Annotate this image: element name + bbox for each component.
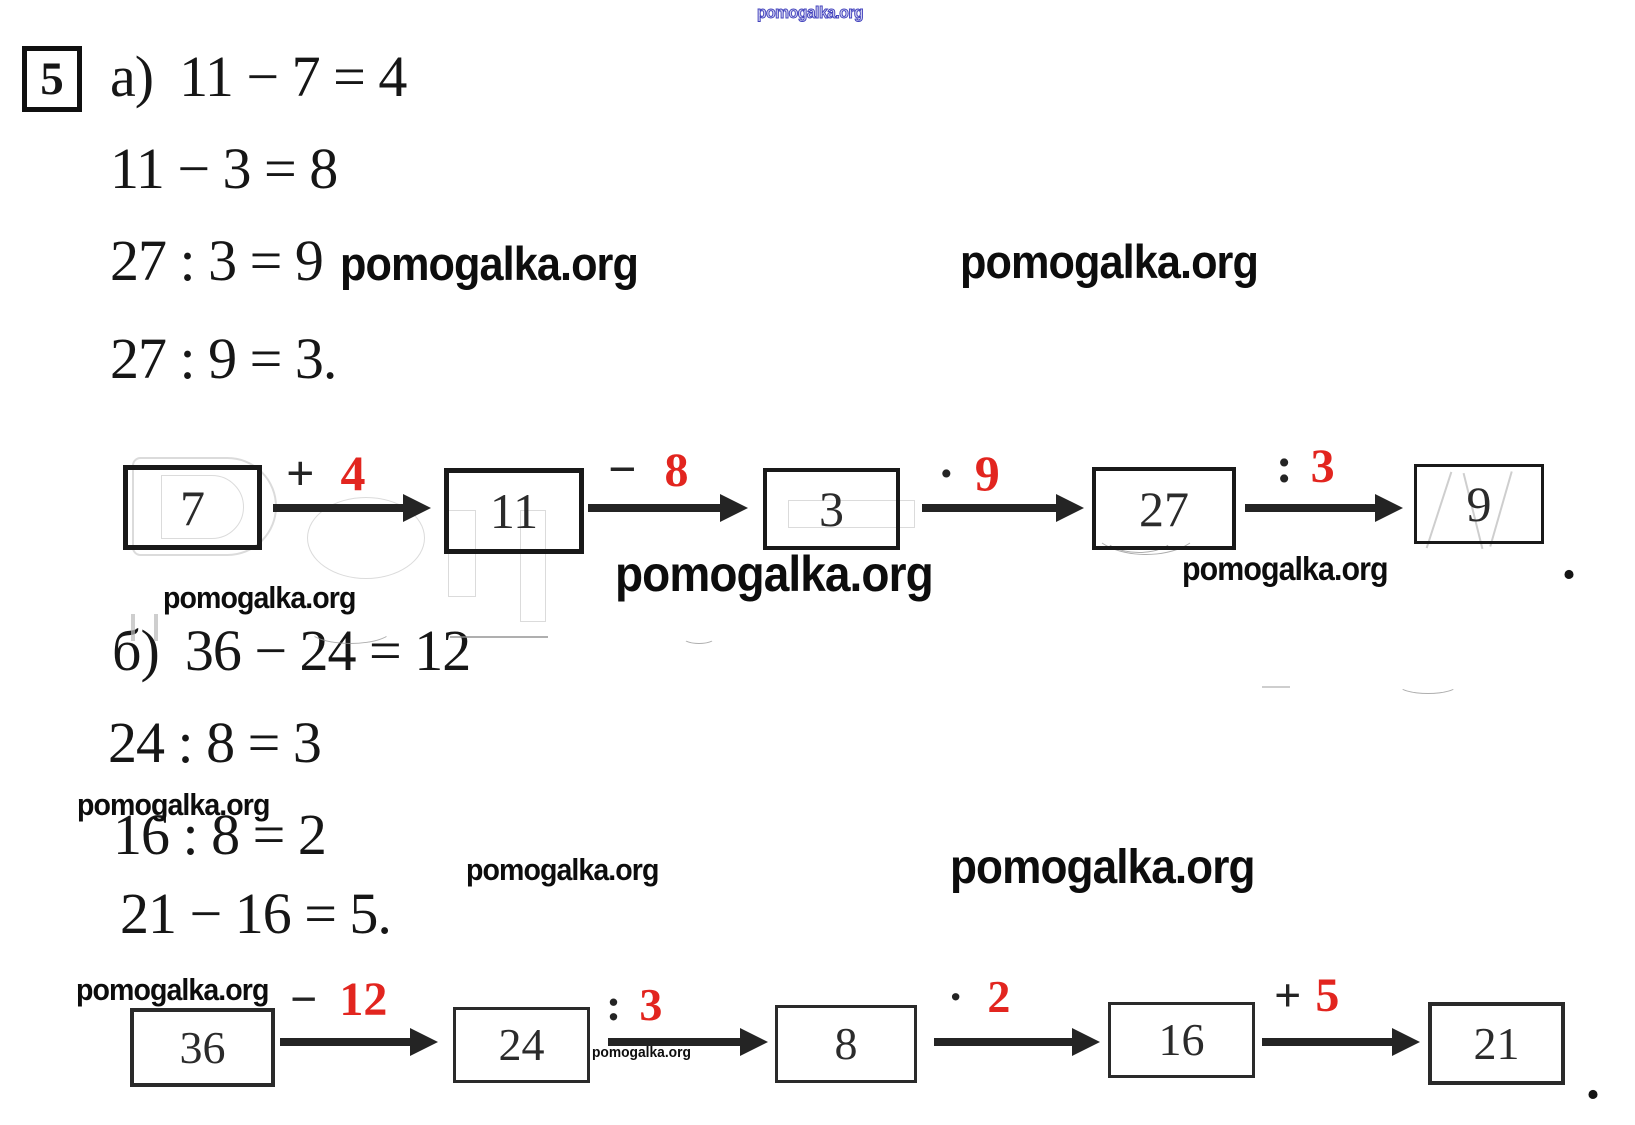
operation-symbol: − <box>290 973 318 1026</box>
equation-body: 27 : 9 = 3. <box>110 326 337 391</box>
operation-symbol: − <box>608 441 637 497</box>
operation-operand: 5 <box>1315 969 1340 1022</box>
scan-artifact <box>1102 515 1176 553</box>
chain-box: 36 <box>130 1008 275 1087</box>
equation-body: 27 : 3 = 9 <box>110 228 324 293</box>
operation-operand: 4 <box>340 445 366 501</box>
chain-box-value: 27 <box>1139 480 1189 537</box>
scan-artifact <box>307 612 394 644</box>
chain-box-value: 21 <box>1473 1017 1520 1069</box>
arrow-icon <box>934 1028 1100 1056</box>
scan-artifact <box>788 500 915 528</box>
chain-operation: : 3 <box>606 982 662 1028</box>
watermark-mid-center: pomogalka.org <box>615 546 934 602</box>
arrow-icon <box>608 1028 768 1056</box>
chain-operation: − 8 <box>608 444 689 495</box>
scan-artifact <box>307 497 425 579</box>
watermark-b-left: pomogalka.org <box>77 787 270 822</box>
chain-box: 21 <box>1428 1002 1565 1085</box>
chain-box: 11 <box>444 468 584 554</box>
watermark-top: pomogalka.org <box>757 3 865 23</box>
equation-prefix: б) <box>112 618 160 683</box>
chain-operation: + 4 <box>286 448 366 498</box>
scan-artifact <box>161 475 244 539</box>
chain-box-value: 7 <box>180 479 205 536</box>
chain-operation: : 3 <box>1276 440 1335 491</box>
scan-artifact <box>683 632 715 644</box>
operation-operand: 9 <box>974 445 1000 501</box>
equation-prefix: а) <box>110 44 154 109</box>
arrow-icon <box>588 494 748 522</box>
equation-a-1: а) 11 − 7 = 4 <box>110 44 407 109</box>
equation-body: 21 − 16 = 5. <box>120 881 392 946</box>
operation-symbol: · <box>948 971 964 1022</box>
chain-box-value: 9 <box>1466 476 1492 532</box>
operation-operand: 2 <box>987 971 1011 1022</box>
chain-box-value: 3 <box>819 481 844 537</box>
equation-a-4: 27 : 9 = 3. <box>110 326 337 391</box>
scan-artifact <box>520 510 546 622</box>
watermark-mid-right: pomogalka.org <box>1182 550 1389 587</box>
operation-symbol: : <box>606 979 622 1030</box>
arrow-icon <box>922 494 1084 522</box>
scan-artifact <box>1090 495 1202 555</box>
operation-symbol: : <box>1276 437 1293 493</box>
chain-box: 16 <box>1108 1002 1255 1078</box>
chain-box: 7 <box>123 465 262 550</box>
arrow-icon <box>273 494 431 522</box>
chain-a-terminator: . <box>1562 529 1576 591</box>
operation-symbol: · <box>938 445 955 501</box>
problem-number-badge: 5 <box>22 46 82 112</box>
chain-operation: + 5 <box>1274 972 1339 1020</box>
chain-operation: − 12 <box>290 976 387 1024</box>
chain-operation: · 9 <box>938 448 1000 498</box>
operation-operand: 8 <box>664 444 689 497</box>
equation-body: 16 : 8 = 2 <box>113 802 327 867</box>
equation-body: 11 − 7 = 4 <box>179 44 407 109</box>
watermark-mid-left: pomogalka.org <box>163 580 356 615</box>
equation-body: 11 − 3 = 8 <box>110 136 338 201</box>
chain-box: 3 <box>763 468 900 550</box>
scan-artifact <box>1262 686 1290 688</box>
equation-b-3: 16 : 8 = 2 <box>113 802 327 867</box>
chain-box: 9 <box>1414 464 1544 544</box>
watermark-chain-b-small: pomogalka.org <box>592 1044 691 1061</box>
operation-symbol: + <box>286 445 315 501</box>
operation-symbol: + <box>1274 969 1302 1022</box>
operation-operand: 12 <box>339 973 388 1026</box>
chain-b-terminator: . <box>1586 1049 1600 1111</box>
arrow-icon <box>1262 1028 1420 1056</box>
chain-box-value: 24 <box>498 1019 545 1070</box>
watermark-b-right: pomogalka.org <box>950 841 1255 894</box>
chain-box-value: 36 <box>179 1021 226 1073</box>
scan-artifact <box>154 614 158 641</box>
watermark-inline-a3: pomogalka.org <box>340 237 639 290</box>
watermark-top-right: pomogalka.org <box>960 235 1259 288</box>
chain-operation: · 2 <box>948 974 1010 1020</box>
problem-number: 5 <box>40 53 64 105</box>
chain-box-value: 8 <box>834 1018 858 1069</box>
equation-b-4: 21 − 16 = 5. <box>120 881 392 946</box>
watermark-b-center: pomogalka.org <box>466 852 659 887</box>
equation-a-3: 27 : 3 = 9 <box>110 228 324 293</box>
scan-artifact <box>1398 676 1458 694</box>
operation-operand: 3 <box>639 979 663 1030</box>
chain-box-value: 16 <box>1158 1014 1205 1065</box>
equation-body: 24 : 8 = 3 <box>108 710 322 775</box>
chain-box-value: 11 <box>489 483 539 539</box>
arrow-icon <box>1245 494 1403 522</box>
chain-box: 27 <box>1092 467 1236 550</box>
operation-operand: 3 <box>1310 440 1335 493</box>
arrow-icon <box>280 1028 438 1056</box>
chain-box: 8 <box>775 1005 917 1083</box>
scan-artifact <box>450 636 548 638</box>
scan-artifact <box>131 614 135 641</box>
watermark-above-chain-b: pomogalka.org <box>76 972 269 1007</box>
chain-box: 24 <box>453 1007 590 1083</box>
equation-a-2: 11 − 3 = 8 <box>110 136 338 201</box>
equation-b-2: 24 : 8 = 3 <box>108 710 322 775</box>
